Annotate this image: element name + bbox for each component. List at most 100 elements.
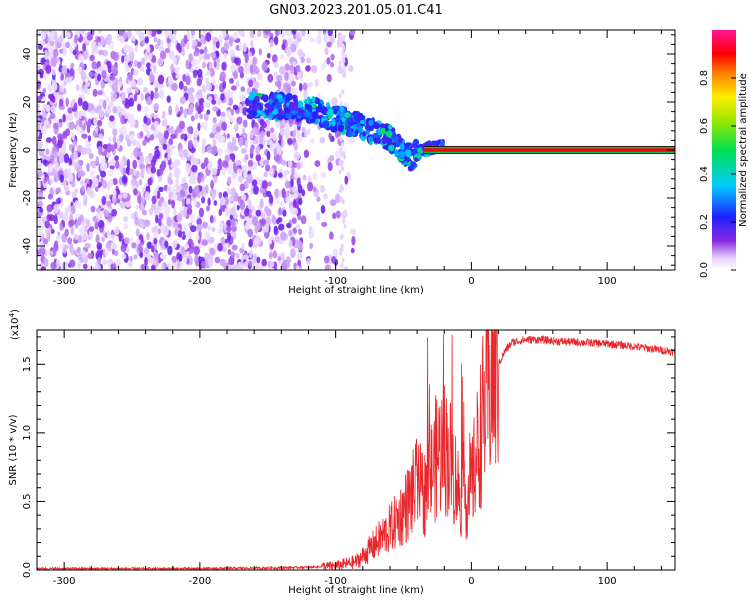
spectrogram-cell	[179, 120, 185, 130]
spectrogram-cell	[89, 170, 95, 177]
spectrogram-cell	[217, 242, 223, 252]
spectrogram-cell	[85, 140, 91, 151]
spectrogram-cell	[151, 203, 156, 211]
spectrogram-cell	[168, 172, 173, 178]
y-tick-label: 0.5	[22, 493, 33, 509]
spectrogram-cell	[290, 178, 294, 188]
spectrogram-cell	[309, 242, 314, 249]
spectrogram-cell	[50, 30, 57, 34]
spectrogram-cell	[270, 131, 274, 139]
spectrogram-cell	[59, 174, 64, 183]
spectrogram-cell	[230, 108, 235, 116]
spectrogram-cell	[65, 97, 69, 107]
spectrogram-cell	[187, 133, 192, 140]
spectrogram-cell	[190, 30, 196, 36]
spectrogram-cell	[297, 251, 302, 261]
spectrogram-cell	[302, 174, 307, 181]
spectrogram-cell	[47, 36, 51, 43]
spectrogram-cell	[198, 207, 204, 218]
spectrogram-cell	[141, 209, 148, 216]
spectrogram-cell	[64, 228, 69, 237]
spectrogram-cell	[95, 126, 99, 134]
spectrogram-cell	[63, 260, 69, 270]
spectrogram-cell	[220, 236, 226, 246]
spectrogram-cell	[344, 112, 351, 119]
spectrogram-cell	[269, 251, 273, 260]
spectrogram-cell	[269, 38, 274, 48]
spectrogram-cell	[197, 68, 203, 78]
snr-multiplier-base: (x10	[10, 317, 21, 340]
spectrogram-cell	[37, 157, 41, 165]
spectrogram-cell	[270, 261, 275, 268]
spectrogram-cell	[247, 197, 251, 205]
spectrogram-cell	[178, 80, 184, 90]
spectrogram-cell	[191, 39, 198, 47]
spectrogram-cell	[47, 84, 53, 92]
spectrogram-cell	[185, 162, 191, 173]
spectrogram-cell	[330, 199, 337, 206]
spectrogram-cell	[101, 70, 107, 80]
spectrogram-cell	[173, 56, 177, 65]
spectrogram-cell	[285, 181, 290, 189]
spectrogram-cell	[101, 195, 107, 206]
spectrogram-cell	[273, 71, 278, 78]
spectrogram-cell	[135, 204, 139, 211]
x-tick-label: -300	[53, 276, 76, 287]
spectrogram-cell	[296, 100, 304, 108]
spectrogram-cell	[320, 172, 327, 179]
spectrogram-cell	[196, 218, 203, 226]
spectrogram-cell	[146, 241, 153, 249]
spectrogram-cell	[82, 42, 87, 52]
spectrogram-cell	[184, 230, 190, 236]
spectrogram-cell	[245, 97, 250, 107]
spectrogram-cell	[104, 210, 110, 218]
spectrogram-cell	[353, 116, 362, 122]
spectrogram-cell	[79, 119, 83, 128]
spectrogram-cell	[339, 136, 343, 142]
spectrogram-cell	[323, 33, 328, 43]
spectrogram-cell	[399, 143, 405, 151]
spectrogram-cell	[344, 57, 348, 67]
spectrogram-cell	[244, 207, 250, 217]
spectrogram-cell	[175, 171, 180, 181]
spectrogram-cell	[335, 210, 341, 219]
spectrogram-cell	[191, 164, 198, 173]
spectrogram-cell	[227, 176, 232, 185]
spectrogram-cell	[260, 212, 266, 220]
spectrogram-cell	[289, 75, 294, 82]
spectrogram-cell	[151, 226, 157, 233]
spectrogram-cell	[297, 183, 303, 194]
spectrogram-cell	[281, 138, 285, 148]
spectrogram-cell	[279, 200, 285, 207]
spectrogram-cell	[229, 77, 234, 84]
spectrogram-cell	[338, 93, 342, 99]
spectrogram-cell	[153, 64, 157, 74]
spectrogram-cell	[252, 56, 257, 66]
spectrogram-cell	[291, 217, 297, 224]
spectrogram-cell	[295, 240, 300, 248]
spectrogram-cell	[74, 34, 78, 44]
spectrogram-cell	[346, 117, 352, 125]
colorbar-tick-label: 0.2	[699, 214, 710, 230]
spectrogram-cell	[261, 61, 268, 72]
snr-xlabel: Height of straight line (km)	[288, 585, 424, 596]
spectrogram-cell	[89, 54, 95, 62]
spectrogram-cell	[274, 30, 280, 37]
spectrogram-cell	[122, 215, 129, 223]
spectrogram-cell	[264, 205, 269, 214]
spectrogram-cell	[217, 228, 223, 234]
spectrogram-cell	[73, 150, 78, 160]
spectrogram-cell	[37, 108, 41, 117]
spectrogram-cell	[118, 233, 122, 242]
spectrogram-cell	[37, 140, 43, 149]
spectrogram-cell	[110, 234, 115, 240]
carrier-line	[423, 148, 675, 152]
spectrogram-cell	[199, 113, 204, 120]
spectrogram-cell	[123, 31, 128, 40]
spectrogram-cell	[186, 126, 191, 133]
spectrogram-cell	[106, 230, 111, 239]
spectrogram-cell	[197, 122, 201, 132]
spectrogram-cell	[262, 159, 270, 166]
spectrogram-cell	[168, 50, 175, 60]
spectrogram-cell	[181, 198, 186, 207]
